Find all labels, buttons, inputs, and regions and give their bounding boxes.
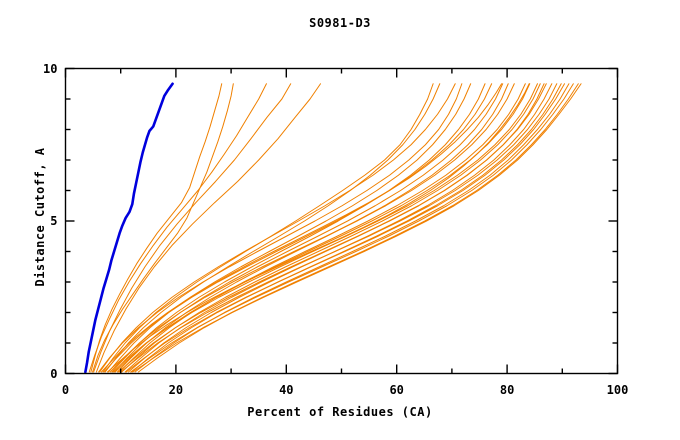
y-axis-label: Distance Cutoff, A — [33, 147, 47, 287]
y-tick-label-0: 0 — [50, 366, 58, 381]
x-axis-label: Percent of Residues (CA) — [247, 405, 433, 419]
series-line-model-17 — [119, 83, 526, 373]
series-line-model-13 — [103, 83, 493, 373]
series-line-model-32 — [106, 83, 530, 373]
series-line-highlight-model — [84, 82, 174, 374]
series-line-model-12 — [111, 83, 486, 373]
series-line-model-28 — [130, 83, 574, 373]
x-tick-label-0: 0 — [61, 382, 70, 397]
x-tick-label-80: 80 — [499, 382, 515, 397]
x-tick-label-100: 100 — [606, 382, 629, 397]
series-line-model-16 — [109, 83, 515, 373]
series-line-model-31 — [100, 83, 503, 373]
series-line-model-24 — [120, 83, 558, 373]
series-line-model-08 — [104, 83, 441, 373]
x-tick-label-20: 20 — [168, 382, 184, 397]
series-line-model-22 — [117, 83, 547, 373]
series-line-model-02 — [90, 83, 223, 373]
series-line-model-05 — [93, 83, 292, 373]
y-tick-label-10: 10 — [43, 61, 58, 76]
x-tick-label-40: 40 — [279, 382, 294, 397]
series-line-model-10 — [98, 83, 463, 373]
series-line-model-09 — [99, 83, 456, 373]
series-line-model-30 — [132, 83, 582, 373]
series-line-model-11 — [108, 83, 472, 373]
series-line-model-25 — [131, 83, 562, 373]
series-layer — [84, 82, 582, 374]
series-line-model-23 — [127, 83, 553, 373]
series-line-model-03 — [92, 83, 234, 373]
series-line-model-06 — [95, 83, 322, 373]
series-line-model-04 — [88, 83, 267, 373]
y-tick-label-5: 5 — [50, 214, 58, 228]
axes-layer — [64, 67, 619, 375]
page-title: S0981-D3 — [309, 16, 371, 30]
series-line-model-26 — [125, 83, 566, 373]
series-line-model-14 — [113, 83, 504, 373]
x-tick-label-60: 60 — [389, 382, 404, 397]
